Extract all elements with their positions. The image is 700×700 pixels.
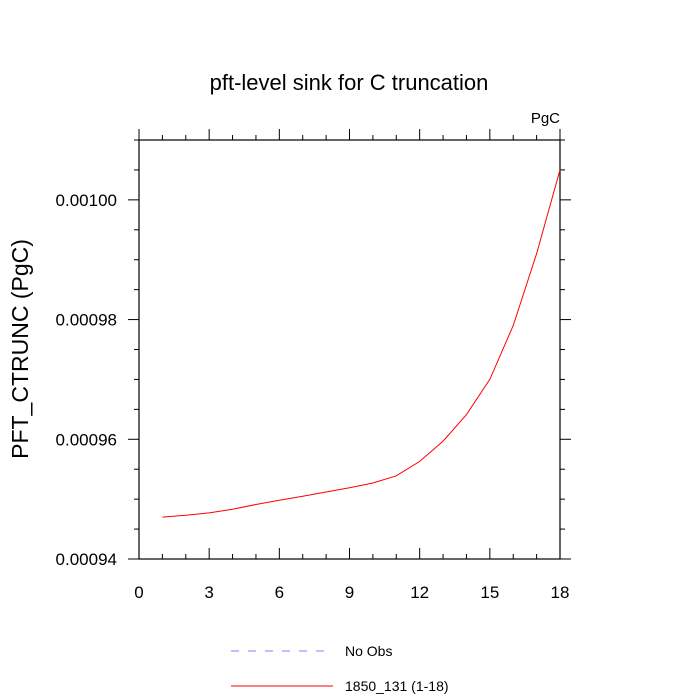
y-tick-label: 0.00094 — [56, 550, 117, 569]
x-tick-label: 18 — [551, 583, 570, 602]
legend: No Obs 1850_131 (1-18) — [231, 643, 449, 694]
x-tick-labels: 0 3 6 9 12 15 18 — [134, 583, 569, 602]
x-tick-label: 12 — [410, 583, 429, 602]
x-tick-label: 9 — [345, 583, 354, 602]
plot-frame — [138, 139, 561, 560]
y-tick-labels: 0.00094 0.00096 0.00098 0.00100 — [56, 191, 117, 569]
x-tick-label: 3 — [204, 583, 213, 602]
y-axis-label: PFT_CTRUNC (PgC) — [7, 239, 33, 459]
units-label: PgC — [531, 110, 560, 127]
y-tick-label: 0.00096 — [56, 430, 117, 449]
x-tick-label: 15 — [480, 583, 499, 602]
series-lines — [162, 169, 561, 518]
series-line — [162, 169, 561, 518]
axis-ticks — [128, 129, 571, 560]
y-tick-label: 0.00098 — [56, 311, 117, 330]
chart-title: pft-level sink for C truncation — [210, 70, 489, 95]
x-tick-label: 6 — [275, 583, 284, 602]
x-tick-label: 0 — [134, 583, 143, 602]
legend-label: No Obs — [345, 643, 392, 659]
y-tick-label: 0.00100 — [56, 191, 117, 210]
legend-label: 1850_131 (1-18) — [345, 678, 449, 694]
